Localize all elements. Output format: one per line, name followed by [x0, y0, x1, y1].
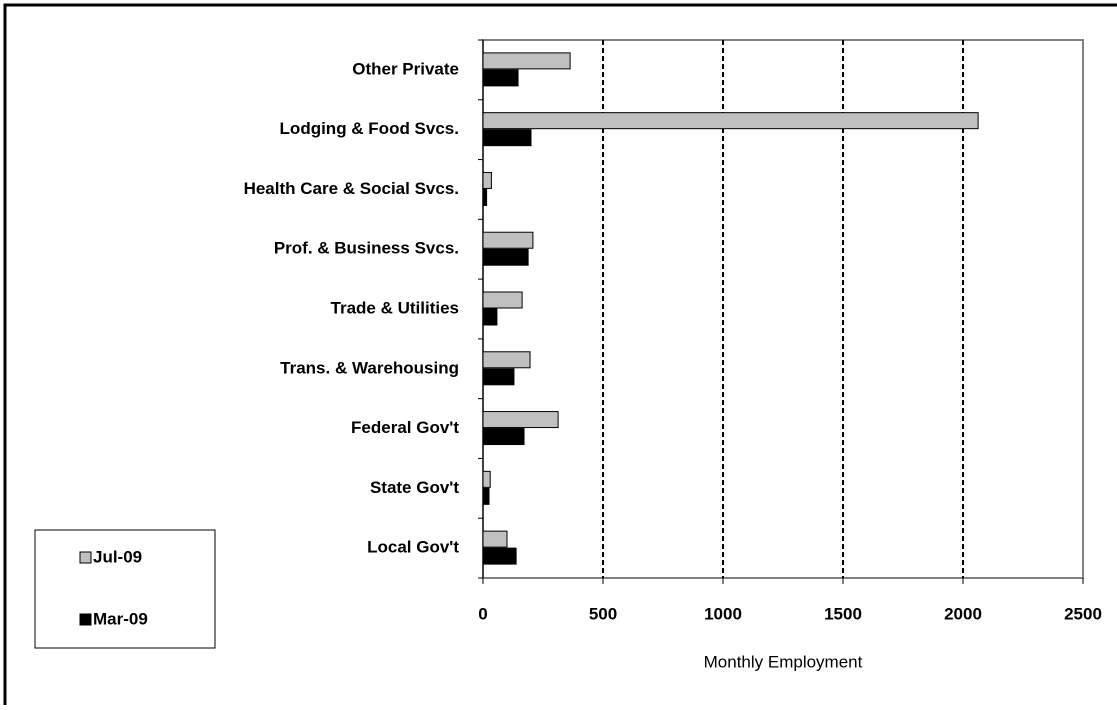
y-tick-label: Other Private — [352, 59, 459, 78]
bar — [482, 487, 490, 505]
bar — [482, 129, 532, 147]
x-tick-label: 0 — [478, 604, 487, 623]
y-tick-label: Local Gov't — [367, 538, 459, 557]
bar — [482, 470, 491, 488]
bar — [482, 428, 525, 446]
x-tick-label: 1500 — [824, 604, 862, 623]
plot-area — [482, 39, 1084, 579]
frame — [3, 3, 1117, 710]
y-tick-label: Trade & Utilities — [331, 298, 459, 317]
x-tick-label: 500 — [589, 604, 617, 623]
bar — [482, 308, 498, 326]
y-tick-label: Health Care & Social Svcs. — [244, 179, 459, 198]
bar — [482, 291, 523, 309]
bar — [482, 52, 571, 70]
y-tick-label: State Gov't — [370, 478, 459, 497]
y-tick-label: Federal Gov't — [351, 418, 459, 437]
x-tick-label: 2000 — [944, 604, 982, 623]
x-axis-label: Monthly Employment — [704, 652, 863, 671]
legend-swatch — [79, 613, 92, 626]
bar — [482, 248, 529, 266]
x-tick-label: 1000 — [704, 604, 742, 623]
legend-label: Jul-09 — [93, 547, 142, 566]
bar — [482, 411, 559, 429]
bar — [482, 351, 531, 369]
bar — [482, 188, 488, 206]
legend-box — [34, 529, 216, 649]
bar — [482, 530, 508, 548]
bar — [482, 171, 492, 189]
legend-swatch — [79, 551, 92, 564]
x-tick-label: 2500 — [1064, 604, 1102, 623]
bar — [482, 368, 515, 386]
bar — [482, 112, 979, 130]
legend-label: Mar-09 — [93, 609, 148, 628]
bar — [482, 69, 519, 87]
bar — [482, 231, 534, 249]
bar — [482, 547, 517, 565]
y-tick-label: Prof. & Business Svcs. — [274, 239, 459, 258]
y-tick-label: Lodging & Food Svcs. — [280, 119, 459, 138]
y-tick-label: Trans. & Warehousing — [280, 358, 459, 377]
